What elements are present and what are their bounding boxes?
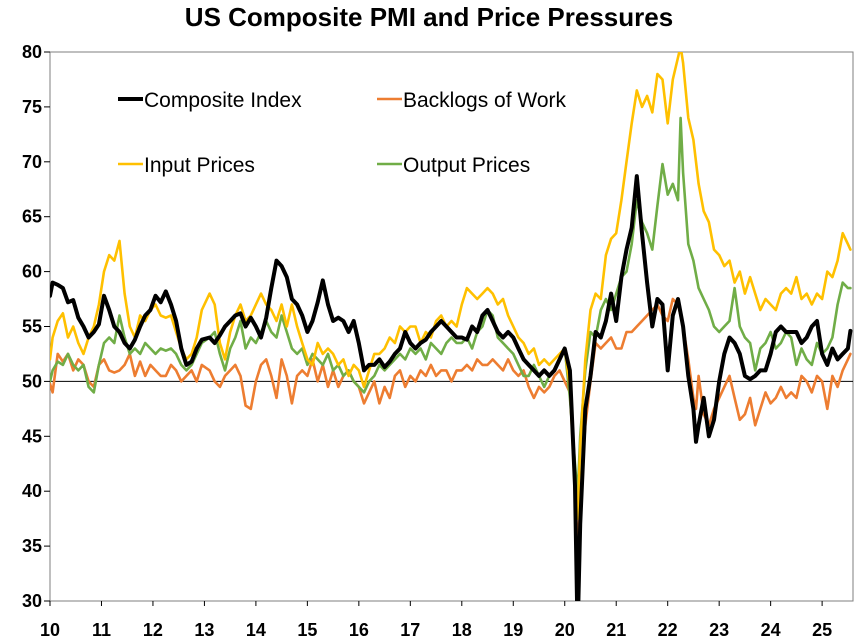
y-axis: 30 35 40 45 50 55 60 65 70 75 80 (22, 42, 50, 611)
x-tick-label: 22 (658, 620, 678, 640)
x-tick-label: 10 (40, 620, 60, 640)
x-tick-label: 18 (452, 620, 472, 640)
x-tick-label: 11 (92, 620, 111, 640)
legend-label: Composite Index (144, 89, 302, 112)
x-tick-label: 19 (503, 620, 523, 640)
x-axis: 10 11 12 13 14 15 16 17 18 19 20 21 22 23 24 25 (40, 601, 832, 640)
y-tick-label: 35 (22, 536, 42, 556)
y-tick-label: 30 (22, 591, 42, 611)
y-tick-label: 65 (22, 207, 42, 227)
y-tick-label: 45 (22, 426, 42, 446)
x-tick-label: 12 (143, 620, 163, 640)
y-tick-label: 55 (22, 317, 42, 337)
x-tick-label: 21 (606, 620, 626, 640)
y-tick-label: 70 (22, 152, 42, 172)
legend-label: Output Prices (403, 154, 530, 177)
x-tick-label: 20 (555, 620, 575, 640)
y-tick-label: 40 (22, 481, 42, 501)
series-line-input-prices (50, 52, 852, 520)
series-line-output-prices (50, 116, 852, 498)
x-tick-label: 16 (349, 620, 369, 640)
plot-frame (49, 51, 854, 602)
x-tick-label: 25 (812, 620, 832, 640)
x-tick-label: 14 (246, 620, 266, 640)
series-layer (50, 52, 853, 601)
legend-label: Input Prices (144, 154, 255, 177)
y-tick-label: 80 (22, 42, 42, 62)
legend: Composite Index Backlogs of Work Input Pri… (118, 89, 567, 177)
y-tick-label: 75 (22, 97, 42, 117)
x-tick-label: 15 (297, 620, 317, 640)
y-tick-label: 60 (22, 262, 42, 282)
x-tick-label: 17 (400, 620, 420, 640)
legend-label: Backlogs of Work (403, 89, 567, 112)
x-tick-label: 24 (761, 620, 781, 640)
x-tick-label: 13 (194, 620, 214, 640)
chart-title: US Composite PMI and Price Pressures (184, 2, 674, 32)
plot-border (49, 51, 854, 602)
series-line-composite-index (50, 174, 853, 601)
x-tick-label: 23 (709, 620, 729, 640)
y-tick-label: 50 (22, 371, 42, 391)
